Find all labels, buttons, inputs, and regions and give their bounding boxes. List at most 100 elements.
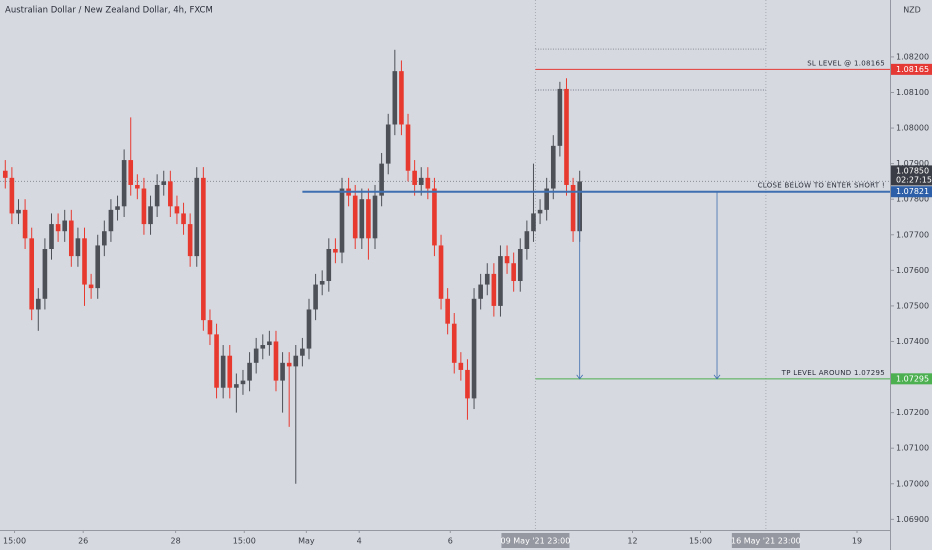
candle-body [412,170,417,185]
candle-body [379,163,384,196]
candle-body [418,177,424,185]
candle-body [148,206,153,225]
candle-body [319,281,325,285]
candle-body [504,256,510,264]
candle-body [570,184,576,232]
candle-body [227,355,233,388]
candle-body [82,238,87,285]
arrow-head [576,374,584,380]
candle-body [517,248,523,282]
candle-body [154,184,160,207]
y-tick-label: 1.07500 [896,301,929,310]
price-tag [891,165,932,186]
candle-body [128,160,134,185]
y-tick-label: 1.07600 [896,266,929,275]
y-tick-label: 1.07800 [896,195,929,204]
y-tick-label: 1.08000 [896,124,929,133]
x-tick-label: 09 May '21 23:00 [501,537,571,546]
candle-body [273,341,279,381]
x-tick-label: May [298,537,315,546]
candle-body [29,238,35,310]
candle-body [511,263,516,282]
candle-body [392,71,398,125]
candle-body [550,145,556,189]
candle-body [498,256,503,306]
candle-body [88,284,94,289]
candle-body [22,209,28,239]
arrow-head [713,374,721,380]
candle-body [564,88,569,185]
candle-body [524,231,530,249]
candle-body [260,345,266,349]
candle-body [267,341,272,346]
candle-body [537,209,543,214]
candle-body [2,170,8,178]
price-tag-label: 1.07821 [896,187,929,196]
x-tick-label: 6 [448,537,453,546]
candle-body [405,124,411,171]
candle-body [121,160,127,207]
candle-body [484,273,490,285]
y-tick-label: 1.06900 [896,515,929,524]
candle-body [366,199,371,239]
time-label-bg [731,533,800,548]
level-text: SL LEVEL @ 1.08165 [807,59,885,67]
candle-body [234,384,239,388]
price-tag-label: 1.07850 [896,166,929,175]
level-text: CLOSE BELOW TO ENTER SHORT ! [758,182,885,190]
price-tag [891,373,932,385]
candle-body [451,323,457,363]
candle-body [141,188,147,225]
candle-body [544,188,549,210]
x-tick-label: 15:00 [3,537,26,546]
candle-body [253,348,259,363]
y-tick-label: 1.07400 [896,337,929,346]
candle-body [108,209,114,232]
x-tick-label: 26 [78,537,88,546]
candle-body [306,309,312,349]
candle-body [339,188,345,253]
candle-body [385,124,391,164]
candle-body [35,298,41,310]
candle-body [359,199,365,239]
candle-body [286,362,292,367]
y-tick-label: 1.07900 [896,159,929,168]
y-tick-label: 1.08100 [896,88,929,97]
candle-body [445,298,450,324]
candle-body [425,177,431,189]
candle-body [9,177,15,214]
candle-body [471,298,477,399]
price-tag-timer: 02:27:15 [896,175,932,184]
x-tick-label: 15:00 [233,537,256,546]
candle-body [49,224,54,249]
candle-body [115,206,120,210]
x-tick-label: 16 May '21 23:00 [731,537,801,546]
candle-body [102,231,107,246]
candle-body [280,362,285,381]
x-tick-label: 15:00 [689,537,712,546]
candle-body [174,206,180,214]
candle-body [194,177,200,257]
x-tick-label: 12 [627,537,637,546]
price-tag [891,63,932,75]
candle-body [68,220,74,257]
candle-body [333,248,338,253]
candle-body [220,355,226,388]
candle-body [300,348,305,356]
level-text: TP LEVEL AROUND 1.07295 [781,369,885,377]
y-tick-label: 1.07200 [896,408,929,417]
candle-body [62,220,68,232]
candle-body [55,224,61,232]
chart-title: Australian Dollar / New Zealand Dollar, … [5,6,213,16]
candle-body [432,188,437,246]
x-tick-label: 28 [171,537,181,546]
candle-body [491,273,497,306]
price-tag-label: 1.08165 [896,65,929,74]
candle-body [240,380,246,385]
candle-body [75,238,81,257]
price-tag-label: 1.07295 [896,374,929,383]
candle-body [465,369,470,399]
candle-body [187,224,193,257]
